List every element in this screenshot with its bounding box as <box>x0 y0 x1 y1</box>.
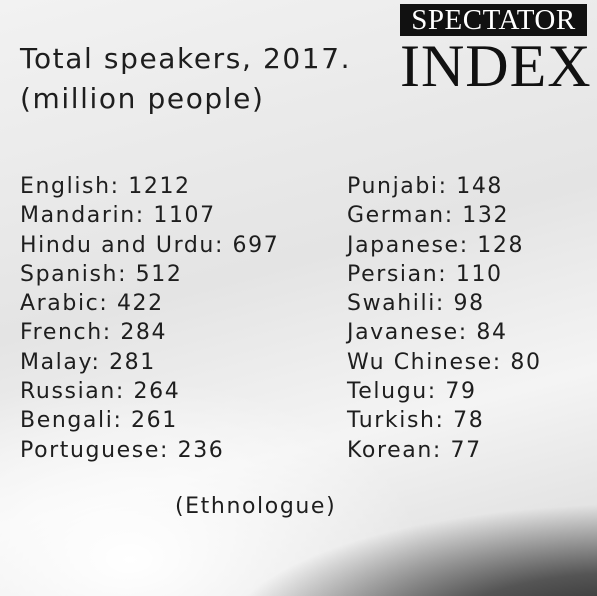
list-item: Malay: 281 <box>20 349 156 375</box>
list-item: German: 132 <box>347 203 510 229</box>
title-line: (million people) <box>20 82 265 115</box>
logo-top: SPECTATOR <box>400 4 587 36</box>
list-item: Russian: 264 <box>20 379 181 405</box>
title-line: Total speakers, 2017. <box>20 42 352 75</box>
logo-bottom: INDEX <box>400 33 592 99</box>
list-item: Japanese: 128 <box>347 232 525 258</box>
list-item: Arabic: 422 <box>20 291 164 317</box>
list-item: Wu Chinese: 80 <box>347 349 542 375</box>
list-item: Spanish: 512 <box>20 261 183 287</box>
list-column: Punjabi: 148 German: 132 Japanese: 128 Pers… <box>347 172 542 465</box>
list-item: Telugu: 79 <box>347 379 477 405</box>
list-item: Persian: 110 <box>347 261 503 287</box>
list-item: Korean: 77 <box>347 437 482 463</box>
list-item: Bengali: 261 <box>20 408 178 434</box>
list-item: Javanese: 84 <box>347 320 508 346</box>
list-item: Turkish: 78 <box>347 408 485 434</box>
list-item: English: 1212 <box>20 174 191 199</box>
list-item: Mandarin: 1107 <box>20 203 216 229</box>
list-item: Portuguese: 236 <box>20 437 225 463</box>
source: (Ethnologue) <box>175 494 337 519</box>
list-item: Swahili: 98 <box>347 291 485 317</box>
list-column: English: 1212 Mandarin: 1107 Hindu and Urd… <box>20 172 279 465</box>
list-item: French: 284 <box>20 320 168 346</box>
list-item: Hindu and Urdu: 697 <box>20 232 280 258</box>
list-item: Punjabi: 148 <box>347 174 504 199</box>
